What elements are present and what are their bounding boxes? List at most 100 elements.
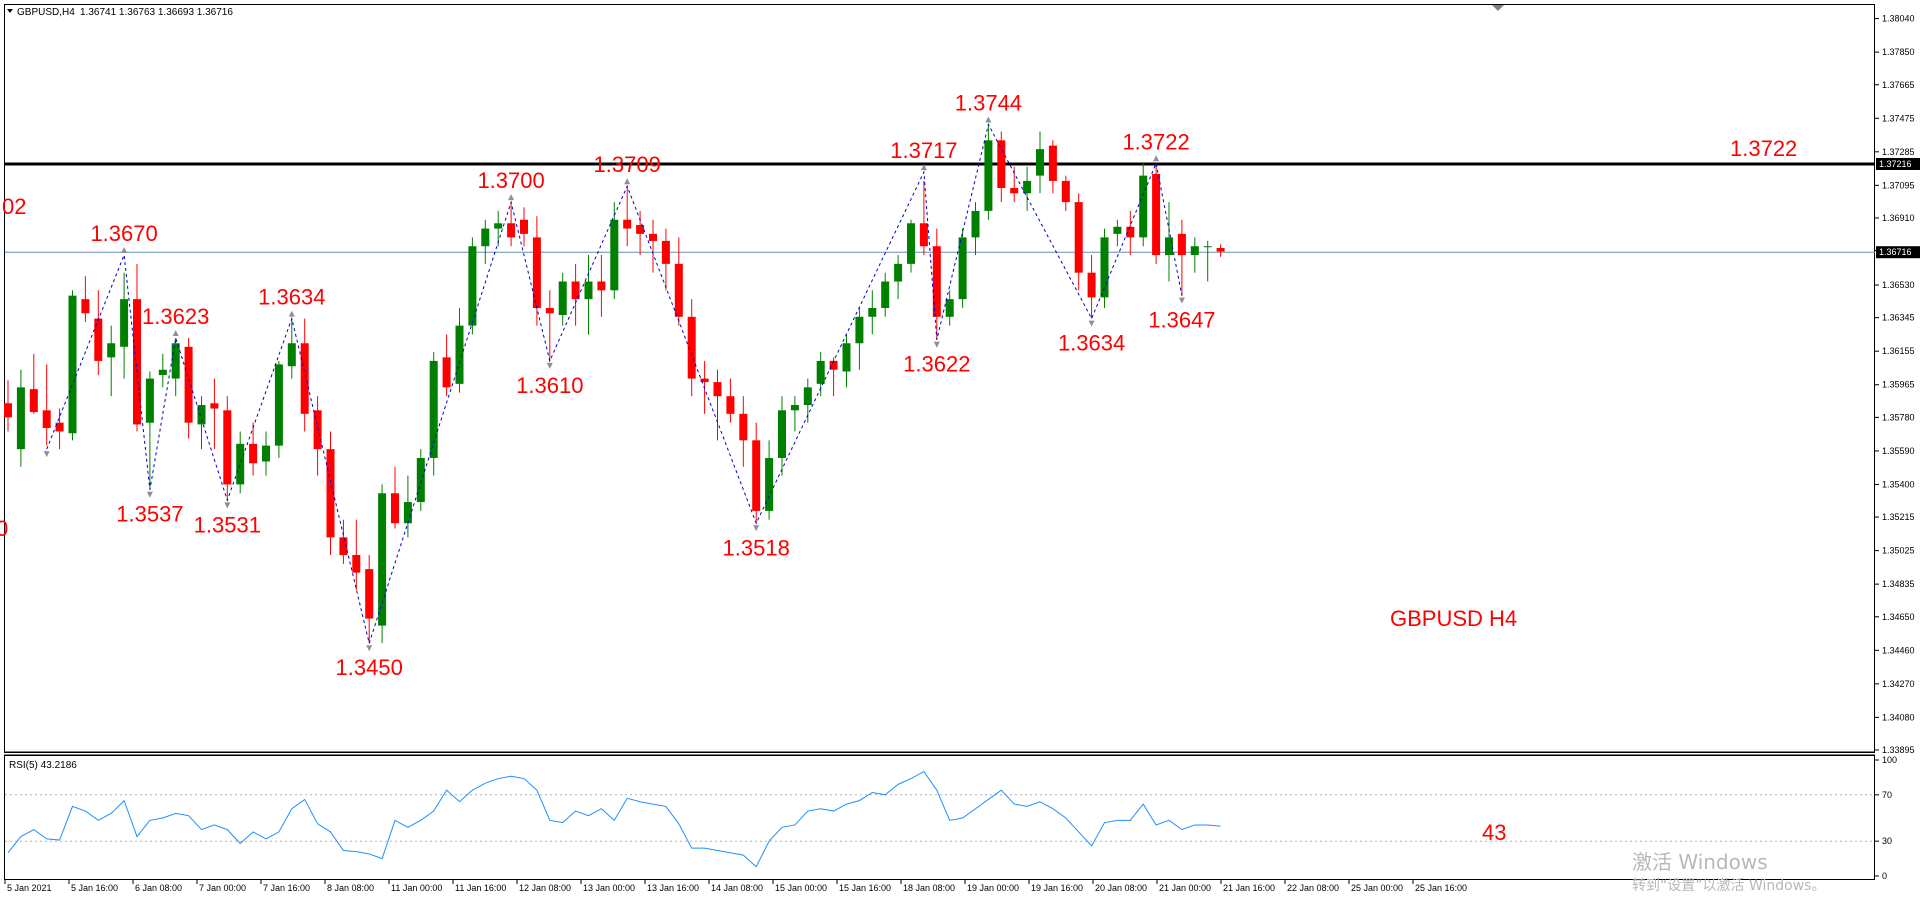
candle xyxy=(649,219,657,273)
candle xyxy=(1061,175,1070,211)
zigzag-arrow-icon xyxy=(172,329,179,336)
candle xyxy=(468,237,477,335)
current-price-tag: 1.36716 xyxy=(1876,246,1920,259)
candle xyxy=(442,334,451,397)
zigzag-arrow-icon xyxy=(546,362,553,369)
ohlc-values: 1.36741 1.36763 1.36693 1.36716 xyxy=(80,7,233,18)
edge-label-bottom: 0 xyxy=(0,516,8,541)
candle xyxy=(158,353,167,388)
zigzag-arrow-icon xyxy=(121,247,128,254)
time-tick-label: 15 Jan 00:00 xyxy=(775,883,827,893)
price-tick-label: 1.37665 xyxy=(1882,80,1915,90)
pivot-label: 1.3722 xyxy=(1122,129,1189,154)
candle xyxy=(597,255,606,317)
candle xyxy=(739,396,748,467)
candle xyxy=(765,440,774,520)
watermark-line1: 激活 Windows xyxy=(1632,850,1768,874)
candle xyxy=(42,364,51,446)
main-plot-frame xyxy=(4,4,1875,753)
price-tick-label: 1.37285 xyxy=(1882,147,1915,157)
dropdown-triangle-icon[interactable] xyxy=(7,9,13,13)
price-tick-label: 1.36910 xyxy=(1882,213,1915,223)
rsi-plot-frame xyxy=(4,755,1875,880)
chart-shift-marker-icon[interactable] xyxy=(1492,5,1504,11)
svg-text:1.36716: 1.36716 xyxy=(1879,247,1912,257)
candle xyxy=(171,337,180,397)
time-tick-label: 6 Jan 08:00 xyxy=(135,883,182,893)
candle xyxy=(545,290,554,361)
time-tick-label: 13 Jan 16:00 xyxy=(647,883,699,893)
price-tick-label: 1.36155 xyxy=(1882,346,1915,356)
pivot-label: 1.3537 xyxy=(116,502,183,527)
candle xyxy=(494,210,503,247)
price-tick-label: 1.38040 xyxy=(1882,14,1915,24)
time-tick-label: 19 Jan 16:00 xyxy=(1031,883,1083,893)
pivot-label: 1.3450 xyxy=(336,655,403,680)
symbol-timeframe-label: GBPUSD H4 xyxy=(1390,606,1517,631)
svg-text:1.37216: 1.37216 xyxy=(1879,159,1912,169)
time-tick-label: 21 Jan 16:00 xyxy=(1223,883,1275,893)
time-tick-label: 22 Jan 08:00 xyxy=(1287,883,1339,893)
candle xyxy=(674,237,683,326)
zigzag-arrow-icon xyxy=(624,178,631,185)
pivot-labels: 1.3670 1.3537 1.3623 1.3531 1.3634 1.3450 1.37… xyxy=(90,90,1215,680)
rsi-line xyxy=(7,770,1221,868)
price-tick-label: 1.36345 xyxy=(1882,313,1915,323)
rsi-tick-label: 70 xyxy=(1882,790,1892,800)
time-tick-label: 5 Jan 16:00 xyxy=(71,883,118,893)
candle xyxy=(391,466,399,529)
candle xyxy=(4,380,12,432)
candle xyxy=(120,272,129,379)
candle xyxy=(881,272,890,317)
candle xyxy=(249,422,258,476)
candle xyxy=(984,124,993,220)
candle xyxy=(919,180,928,256)
candle xyxy=(365,555,374,644)
right-price-label: 1.3722 xyxy=(1730,136,1797,161)
candle xyxy=(1113,219,1122,247)
candle xyxy=(481,219,490,264)
price-tick-label: 1.37475 xyxy=(1882,113,1915,123)
time-tick-label: 13 Jan 00:00 xyxy=(583,883,635,893)
time-tick-label: 11 Jan 16:00 xyxy=(455,883,506,893)
candle xyxy=(1203,240,1212,282)
rsi-current-label: 43 xyxy=(1482,820,1506,845)
zigzag-arrow-icon xyxy=(920,164,927,171)
price-tick-label: 1.35590 xyxy=(1882,446,1915,456)
zigzag-arrow-icon xyxy=(43,451,50,458)
pivot-label: 1.3709 xyxy=(594,152,661,177)
candle xyxy=(907,219,915,273)
candle xyxy=(313,396,322,476)
rsi-tick-label: 0 xyxy=(1882,871,1887,881)
edge-label-top: 02 xyxy=(2,194,26,219)
rsi-tick-label: 100 xyxy=(1882,755,1897,765)
time-tick-label: 20 Jan 08:00 xyxy=(1095,883,1147,893)
candle xyxy=(145,371,154,490)
candle xyxy=(752,422,761,524)
candle xyxy=(1126,210,1135,256)
candle xyxy=(300,318,309,432)
zigzag-arrow-icon xyxy=(933,341,940,348)
time-tick-label: 8 Jan 08:00 xyxy=(327,883,374,893)
candle xyxy=(623,186,632,247)
time-tick-label: 19 Jan 00:00 xyxy=(967,883,1019,893)
rsi-axis: 100 70 30 0 xyxy=(1875,755,1897,881)
candle xyxy=(945,290,954,326)
candle xyxy=(197,396,206,450)
zigzag-arrow-icon xyxy=(1178,297,1185,304)
candle xyxy=(416,449,425,511)
candle xyxy=(726,378,735,423)
candle xyxy=(1074,193,1083,291)
candle xyxy=(339,519,348,564)
zigzag-arrow-icon xyxy=(1153,155,1160,162)
candle xyxy=(687,299,696,397)
zigzag-arrow-icon xyxy=(1088,320,1095,327)
time-tick-label: 5 Jan 2021 xyxy=(7,883,52,893)
candle xyxy=(455,307,464,393)
candle xyxy=(81,276,90,323)
candle xyxy=(1152,163,1161,264)
price-tick-label: 1.35025 xyxy=(1882,546,1915,556)
price-axis: 1.38040 1.37850 1.37665 1.37475 1.37285 1.370… xyxy=(1875,14,1915,755)
candle xyxy=(636,210,645,256)
